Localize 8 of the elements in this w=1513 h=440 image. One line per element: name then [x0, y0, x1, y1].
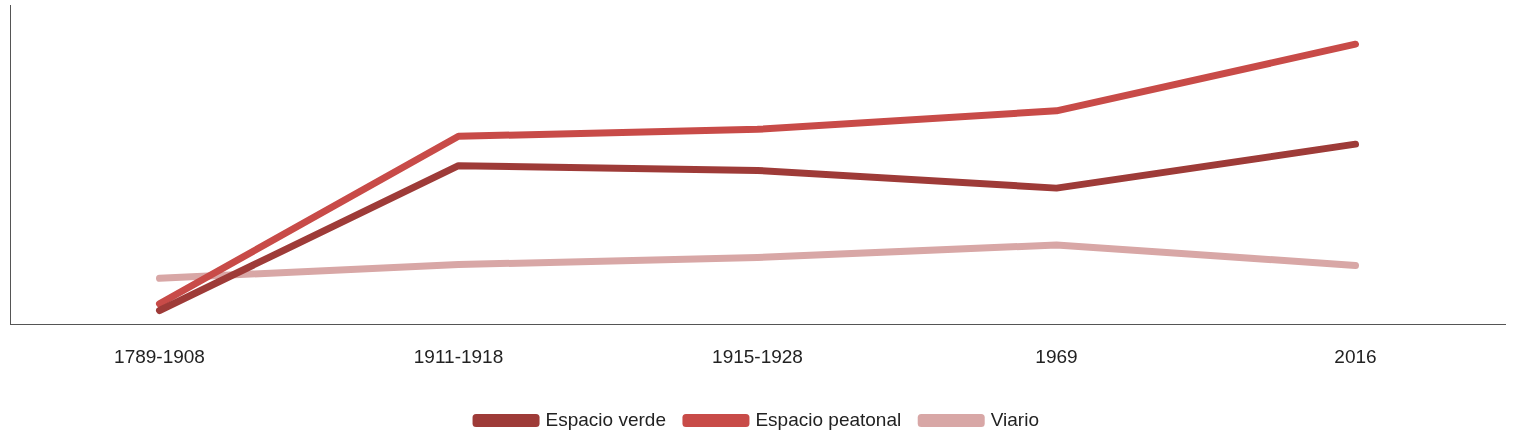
legend-label: Espacio peatonal	[755, 408, 902, 430]
x-tick-label: 2016	[1334, 345, 1377, 367]
x-tick-label: 1789-1908	[114, 345, 205, 367]
legend-label: Espacio verde	[545, 408, 666, 430]
legend-label: Viario	[990, 408, 1039, 430]
x-tick-label: 1969	[1035, 345, 1078, 367]
x-tick-label: 1911-1918	[413, 345, 504, 367]
x-tick-label: 1915-1928	[712, 345, 803, 367]
